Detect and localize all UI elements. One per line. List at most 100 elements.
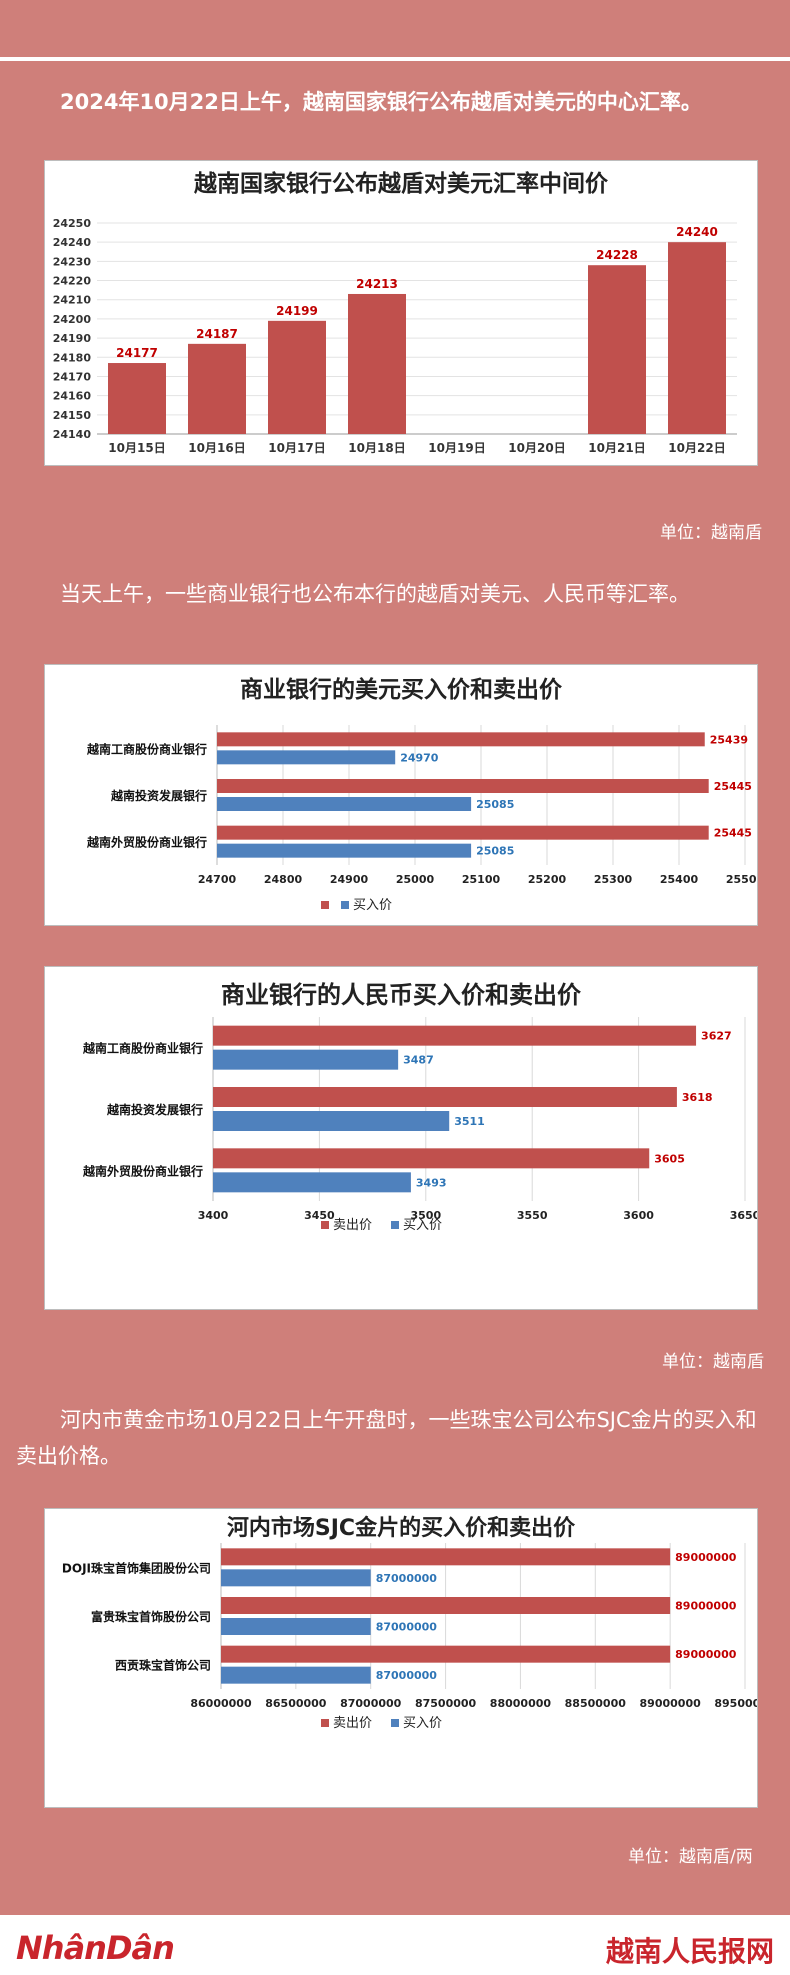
bar bbox=[268, 320, 326, 434]
y-tick-label: 24190 bbox=[53, 332, 92, 345]
usd-rates-hbar-chart: 商业银行的美元买入价和卖出价 24700 24800 24900 25000 25100 2… bbox=[86, 676, 757, 913]
bar bbox=[348, 293, 406, 434]
x-tick-label: 86500000 bbox=[265, 1697, 327, 1710]
data-label: 25445 bbox=[714, 780, 752, 793]
sell-bar bbox=[217, 732, 705, 747]
legend-label: 买入价 bbox=[403, 1218, 442, 1233]
y-tick-label: 24200 bbox=[53, 313, 92, 326]
category-label: 越南外贸股份商业银行 bbox=[86, 835, 207, 850]
sjc-gold-hbar-chart: 河内市场SJC金片的买入价和卖出价 86000000 86500000 8700000… bbox=[62, 1515, 757, 1731]
footer-bar bbox=[0, 1915, 790, 1975]
buy-bar bbox=[217, 797, 472, 811]
legend-label: 卖出价 bbox=[333, 1218, 372, 1233]
sell-bar bbox=[217, 825, 709, 840]
y-tick-label: 24180 bbox=[53, 351, 92, 364]
x-tick-label: 25400 bbox=[660, 873, 699, 886]
x-tick-label: 87000000 bbox=[340, 1697, 402, 1710]
category-label: 富贵珠宝首饰股份公司 bbox=[91, 1609, 211, 1624]
x-tick-label: 86000000 bbox=[190, 1697, 252, 1710]
buy-bar bbox=[213, 1111, 450, 1131]
x-tick-label: 24700 bbox=[198, 873, 237, 886]
buy-bar bbox=[213, 1049, 399, 1070]
x-tick-label: 88000000 bbox=[490, 1697, 552, 1710]
legend-swatch bbox=[391, 1221, 399, 1229]
x-tick-label: 3450 bbox=[304, 1209, 335, 1222]
category-label: 西贡珠宝首饰公司 bbox=[115, 1658, 211, 1673]
x-tick-label: 25000 bbox=[396, 873, 435, 886]
x-tick-label: 3550 bbox=[517, 1209, 548, 1222]
data-label: 24228 bbox=[596, 248, 638, 262]
sell-bar bbox=[217, 779, 709, 793]
central-rate-bar-chart: 越南国家银行公布越盾对美元汇率中间价 24140 24150 24160 24170 24… bbox=[53, 170, 737, 455]
intro-text-1: 2024年10月22日上午，越南国家银行公布越盾对美元的中心汇率。 bbox=[60, 90, 702, 114]
buy-bar bbox=[217, 750, 396, 765]
data-label: 3511 bbox=[454, 1115, 485, 1128]
legend-swatch bbox=[321, 901, 329, 909]
data-label: 24213 bbox=[356, 277, 398, 291]
intro-text-3: 河内市黄金市场10月22日上午开盘时，一些珠宝公司公布SJC金片的买入和卖出价格… bbox=[16, 1408, 757, 1468]
data-label: 87000000 bbox=[376, 1572, 438, 1585]
data-label: 89000000 bbox=[675, 1600, 737, 1613]
y-tick-label: 24220 bbox=[53, 275, 92, 288]
category-label: 越南工商股份商业银行 bbox=[82, 1041, 203, 1056]
sell-bar bbox=[213, 1025, 697, 1046]
cny-rates-hbar-chart: 商业银行的人民币买入价和卖出价 3400 3450 3500 3550 3600 3650 越… bbox=[82, 981, 757, 1233]
x-tick-label: 10月19日 bbox=[428, 441, 485, 455]
legend-swatch bbox=[341, 901, 349, 909]
chart-title: 河内市场SJC金片的买入价和卖出价 bbox=[227, 1515, 576, 1541]
data-label: 3618 bbox=[682, 1091, 713, 1104]
x-tick-label: 10月22日 bbox=[668, 441, 725, 455]
x-tick-label: 88500000 bbox=[565, 1697, 627, 1710]
y-tick-label: 24170 bbox=[53, 370, 92, 383]
x-tick-label: 3500 bbox=[410, 1209, 441, 1222]
y-tick-label: 24230 bbox=[53, 255, 92, 268]
data-label: 3487 bbox=[403, 1054, 434, 1067]
site-name[interactable]: 越南人民报网 bbox=[605, 1935, 774, 1968]
data-label: 24199 bbox=[276, 304, 318, 318]
data-label: 25085 bbox=[476, 798, 514, 811]
x-tick-label: 10月20日 bbox=[508, 441, 565, 455]
category-label: 越南外贸股份商业银行 bbox=[82, 1163, 203, 1178]
x-tick-label: 89000000 bbox=[640, 1697, 702, 1710]
x-tick-label: 89500000 bbox=[714, 1697, 757, 1710]
y-tick-label: 24150 bbox=[53, 409, 92, 422]
x-tick-label: 10月17日 bbox=[268, 441, 325, 455]
bar bbox=[588, 265, 646, 434]
chart-title: 商业银行的人民币买入价和卖出价 bbox=[221, 981, 582, 1009]
x-tick-label: 25200 bbox=[528, 873, 567, 886]
unit-label-3: 单位：越南盾/两 bbox=[628, 1847, 753, 1867]
legend-label: 买入价 bbox=[353, 898, 392, 913]
sell-bar bbox=[213, 1087, 677, 1107]
data-label: 25439 bbox=[710, 733, 748, 746]
category-label: 越南投资发展银行 bbox=[110, 788, 207, 803]
legend-swatch bbox=[391, 1719, 399, 1727]
chart-title: 商业银行的美元买入价和卖出价 bbox=[240, 676, 563, 703]
x-tick-label: 3650 bbox=[730, 1209, 757, 1222]
legend-swatch bbox=[321, 1221, 329, 1229]
data-label: 87000000 bbox=[376, 1669, 438, 1682]
x-tick-label: 10月21日 bbox=[588, 441, 645, 455]
unit-label-2: 单位：越南盾 bbox=[662, 1352, 764, 1372]
y-tick-label: 24210 bbox=[53, 294, 92, 307]
data-label: 89000000 bbox=[675, 1648, 737, 1661]
buy-bar bbox=[217, 843, 472, 858]
chart-title: 越南国家银行公布越盾对美元汇率中间价 bbox=[194, 170, 609, 197]
x-tick-label: 25500 bbox=[726, 873, 757, 886]
y-tick-label: 24140 bbox=[53, 428, 92, 441]
chart-card-cny-rates: 商业银行的人民币买入价和卖出价 3400 3450 3500 3550 3600 3650 越… bbox=[44, 966, 758, 1310]
x-tick-label: 10月18日 bbox=[348, 441, 405, 455]
data-label: 89000000 bbox=[675, 1551, 737, 1564]
y-tick-label: 24160 bbox=[53, 390, 92, 403]
intro-text-2: 当天上午，一些商业银行也公布本行的越盾对美元、人民币等汇率。 bbox=[60, 582, 690, 606]
sell-bar bbox=[221, 1548, 671, 1566]
data-label: 24187 bbox=[196, 327, 238, 341]
data-label: 25445 bbox=[714, 827, 752, 840]
nhandan-logo[interactable]: NhânDân bbox=[16, 1929, 175, 1967]
x-tick-label: 87500000 bbox=[415, 1697, 477, 1710]
data-label: 87000000 bbox=[376, 1621, 438, 1634]
buy-bar bbox=[213, 1172, 411, 1193]
buy-bar bbox=[221, 1618, 371, 1635]
x-tick-label: 25300 bbox=[594, 873, 633, 886]
legend-swatch bbox=[321, 1719, 329, 1727]
x-tick-label: 25100 bbox=[462, 873, 501, 886]
